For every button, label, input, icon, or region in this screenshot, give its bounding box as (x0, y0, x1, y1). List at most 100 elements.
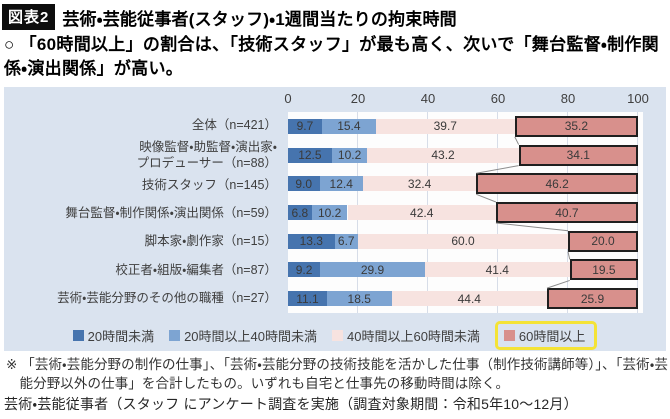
bar-segment: 15.4 (321, 118, 376, 134)
value-label: 60.0 (451, 234, 475, 249)
value-label: 6.8 (291, 205, 309, 220)
category-labels: 全体（n=421） 映像監督・助監督・演出家・ プロデューサー（n=88） 技術スタ… (4, 112, 283, 313)
value-label: 41.4 (485, 262, 509, 277)
bar-segment: 11.1 (288, 291, 327, 307)
bar-segment-highlighted: 25.9 (547, 288, 638, 310)
summary-statement: ○ 「60時間以上」の割合は、「技術スタッフ」が最も高く、次いで「舞台監督・制作… (4, 35, 659, 78)
value-label: 19.5 (592, 262, 616, 277)
legend-swatch (503, 329, 515, 341)
source-note: 芸術・芸能従事者（スタッフ にアンケート調査を実施（調査対象期間：令和5年10～… (4, 396, 578, 412)
bar-segment: 18.5 (326, 291, 392, 307)
bar-segment: 12.4 (319, 176, 363, 192)
value-label: 44.4 (457, 291, 481, 306)
category-label: 全体（n=421） (191, 118, 277, 133)
page-title: 芸術・芸能従事者(スタッフ)・1週間当たりの拘束時間 (62, 9, 457, 29)
legend-label: 20時間未満 (87, 328, 155, 344)
bar-segment: 44.4 (391, 291, 547, 307)
bar-row: 9.2 29.9 41.4 19.5 (288, 256, 638, 285)
value-label: 20.0 (591, 234, 615, 249)
chart-figure: 0 20 40 60 80 100 全体（n=421） 映像監督・助監督・演出家・ プロデュ… (4, 87, 666, 351)
legend-swatch (332, 329, 343, 341)
bar-segment: 9.2 (288, 262, 321, 278)
bar-row: 9.7 15.4 39.7 35.2 (288, 112, 638, 141)
value-label: 9.0 (295, 176, 313, 191)
bar-segment: 29.9 (320, 262, 425, 278)
value-label: 29.9 (360, 262, 385, 277)
bar-segment: 9.0 (288, 176, 320, 192)
legend-label: 60時間以上 (518, 328, 586, 344)
category-label: 芸術・芸能分野のその他の職種（n=27） (57, 291, 277, 306)
bar-segment-highlighted: 19.5 (569, 259, 638, 281)
category-label: 脚本家・劇作家（n=15） (144, 234, 277, 249)
category-label: 舞台監督・制作関係・演出関係（n=59） (65, 206, 277, 221)
x-axis-tick: 100 (627, 91, 649, 106)
bar-row: 11.1 18.5 44.4 25.9 (288, 284, 638, 313)
bar-segment: 32.4 (362, 176, 477, 192)
x-axis-tick: 60 (490, 91, 506, 106)
value-label: 13.3 (299, 234, 323, 249)
legend-item: 20時間未満 (72, 326, 155, 345)
bar-segment-highlighted: 40.7 (495, 202, 638, 224)
value-label: 42.4 (410, 205, 434, 220)
x-axis-tick: 0 (284, 91, 292, 106)
bar-rows: 9.7 15.4 39.7 35.2 12.5 10.2 43.2 34.1 9.0 12.4 32… (288, 112, 638, 313)
value-label: 12.5 (298, 148, 322, 163)
legend: 20時間未満 20時間以上40時間未満 40時間以上60時間未満 60時間以上 (4, 320, 666, 350)
bar-segment: 39.7 (375, 118, 515, 134)
value-label: 34.1 (566, 148, 590, 163)
bar-segment-highlighted: 46.2 (476, 173, 638, 195)
bar-segment: 41.4 (424, 262, 570, 278)
legend-item-highlighted: 60時間以上 (494, 320, 598, 350)
value-label: 10.2 (337, 148, 362, 163)
value-label: 35.2 (564, 119, 589, 134)
bar-segment: 42.4 (347, 205, 496, 221)
value-label: 25.9 (580, 291, 605, 306)
bar-segment: 12.5 (288, 147, 332, 163)
plot-area: 9.7 15.4 39.7 35.2 12.5 10.2 43.2 34.1 9.0 12.4 32… (288, 112, 643, 313)
bar-segment-highlighted: 20.0 (568, 230, 638, 252)
category-label: 映像監督・助監督・演出家・ プロデューサー（n=88） (136, 140, 277, 170)
category-label: 校正者・組版・編集者（n=87） (115, 262, 277, 277)
bar-row: 13.3 6.7 60.0 20.0 (288, 227, 638, 256)
x-axis-tick: 40 (420, 91, 436, 106)
value-label: 10.2 (317, 205, 342, 220)
legend-label: 20時間以上40時間未満 (184, 328, 317, 344)
value-label: 39.7 (433, 119, 457, 134)
legend-label: 40時間以上60時間未満 (347, 328, 480, 344)
bar-segment: 6.7 (334, 233, 358, 249)
x-axis-tick: 20 (350, 91, 366, 106)
bar-segment: 60.0 (358, 233, 568, 249)
bar-segment: 10.2 (311, 205, 348, 221)
legend-item: 40時間以上60時間未満 (332, 326, 480, 345)
value-label: 11.1 (296, 291, 319, 306)
bar-segment: 13.3 (288, 233, 335, 249)
value-label: 9.2 (295, 262, 313, 277)
value-label: 43.2 (431, 148, 455, 163)
value-label: 32.4 (407, 176, 432, 191)
bar-row: 9.0 12.4 32.4 46.2 (288, 169, 638, 198)
value-label: 15.4 (337, 119, 361, 134)
legend-swatch (169, 329, 181, 341)
value-label: 18.5 (347, 291, 371, 306)
bar-segment: 6.8 (288, 205, 312, 221)
x-axis-tick: 80 (560, 91, 576, 106)
value-label: 40.7 (555, 205, 579, 220)
bar-segment-highlighted: 34.1 (518, 144, 638, 166)
figure-number-tag: 図表2 (2, 4, 56, 30)
bar-segment: 9.7 (288, 118, 322, 134)
x-axis: 0 20 40 60 80 100 (284, 91, 648, 107)
bar-segment-highlighted: 35.2 (514, 115, 638, 137)
bar-row: 6.8 10.2 42.4 40.7 (288, 198, 638, 227)
bar-segment: 43.2 (367, 147, 519, 163)
value-label: 6.7 (337, 234, 355, 249)
value-label: 46.2 (545, 176, 569, 191)
bar-segment: 10.2 (331, 147, 368, 163)
footnote: ※ 「芸術・芸能分野の制作の仕事」、「芸術・芸能分野の技術技能を活かした仕事（制… (6, 357, 668, 391)
header: 図表2 芸術・芸能従事者(スタッフ)・1週間当たりの拘束時間 (2, 4, 457, 30)
value-label: 12.4 (329, 176, 353, 191)
category-label: 技術スタッフ（n=145） (141, 177, 277, 192)
bar-row: 12.5 10.2 43.2 34.1 (288, 141, 638, 170)
legend-swatch (72, 329, 84, 341)
legend-item: 20時間以上40時間未満 (169, 326, 317, 345)
